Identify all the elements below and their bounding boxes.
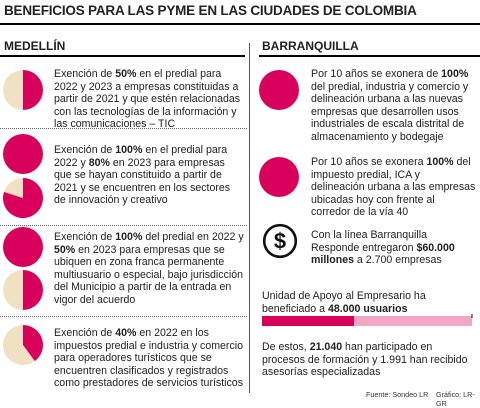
- pie-slice: [23, 70, 43, 110]
- text-run: Exención de: [54, 68, 116, 80]
- highlight-value: 100%: [115, 231, 143, 243]
- medellin-item-1-text: Exención de 50% en el predial para 2022 …: [54, 68, 244, 131]
- pie-slice: [2, 325, 35, 365]
- svg-text:$: $: [274, 229, 286, 254]
- pie-slice: [23, 325, 43, 362]
- text-run: a 2.700 empresas: [353, 254, 442, 267]
- pie-medellin-6: [2, 325, 43, 365]
- page-title: BENEFICIOS PARA LAS PYME EN LAS CIUDADES…: [4, 3, 417, 18]
- text-run: en el predial para 2022 y 2023 a empresa…: [54, 68, 241, 131]
- pie-slice: [23, 270, 43, 310]
- highlight-value: 80%: [88, 156, 110, 169]
- medellin-item-4-text: Exención de 40% en 2022 en los impuestos…: [54, 327, 244, 390]
- text-run: Exención de: [54, 327, 116, 339]
- text-run: en 2023 para empresas que se hayan const…: [54, 156, 231, 207]
- beneficiaries-bar: [262, 314, 473, 326]
- pie-slice: [259, 157, 299, 197]
- medellin-item-2-text: Exención de 100% en el predial para 2022…: [54, 144, 244, 207]
- highlight-value: 21.040: [309, 341, 343, 353]
- column-divider: [249, 43, 250, 393]
- text-run: Unidad de Apoyo al Empresario ha benefic…: [262, 290, 426, 315]
- right-heading-rule: [259, 55, 480, 57]
- left-heading-rule: [0, 55, 245, 57]
- pie-slice: [3, 270, 23, 310]
- text-run: del predial, industria y comercio y deli…: [311, 80, 469, 143]
- text-run: del impuesto predial, ICA y delineación …: [311, 156, 476, 219]
- pie-slice: [259, 70, 299, 110]
- pie-barranquilla-2: [259, 157, 299, 197]
- left-heading: MEDELLÍN: [4, 39, 66, 53]
- pie-slice: [3, 227, 43, 267]
- text-run: Con la línea Barranquilla Responde entre…: [311, 229, 428, 254]
- left-separator-2: [0, 225, 247, 226]
- pie-slice: [3, 70, 23, 110]
- pie-slice: [3, 134, 43, 174]
- pie-medellin-5: [3, 270, 43, 310]
- text-run: han participado en procesos de formación…: [262, 341, 468, 379]
- trained-text: De estos, 21.040 han participado en proc…: [262, 341, 476, 379]
- highlight-value: 100%: [441, 68, 469, 80]
- text-run: Exención de: [54, 144, 116, 156]
- bar-total: [262, 316, 472, 326]
- barranquilla-item-3-text: Con la línea Barranquilla Responde entre…: [311, 229, 476, 267]
- text-run: De estos,: [262, 341, 310, 353]
- highlight-value: 40%: [115, 327, 137, 339]
- medellin-item-3-text: Exención de 100% del predial en 2022 y 5…: [54, 231, 244, 307]
- highlight-value: 100%: [426, 156, 454, 168]
- barranquilla-item-2-text: Por 10 años se exonera 100% del impuesto…: [311, 156, 476, 219]
- source-note: Fuente: Sondeo LR: [366, 390, 429, 399]
- pie-barranquilla-1: [259, 70, 299, 110]
- highlight-value: 50%: [54, 243, 76, 256]
- text-run: Por 10 años se exonera de: [311, 68, 442, 80]
- title-rule: [0, 23, 480, 25]
- pie-medellin-4: [3, 227, 43, 267]
- left-separator-1: [0, 128, 247, 129]
- pie-medellin-2: [3, 134, 43, 174]
- pie-slice: [3, 178, 23, 198]
- highlight-value: $60.000 millones: [311, 241, 455, 267]
- right-heading: BARRANQUILLA: [262, 39, 359, 53]
- text-run: del predial en 2022 y: [142, 231, 244, 243]
- pie-medellin-3: [3, 178, 44, 218]
- barranquilla-item-1-text: Por 10 años se exonera de 100% del predi…: [311, 68, 476, 144]
- text-run: en el predial para 2022 y: [54, 144, 228, 169]
- highlight-value: 100%: [115, 144, 143, 156]
- bar-trained: [262, 316, 354, 326]
- highlight-value: 50%: [115, 68, 137, 80]
- text-run: Por 10 años se exonera: [311, 156, 427, 168]
- dollar-circle-icon: $: [262, 223, 298, 259]
- left-separator-3: [0, 316, 247, 317]
- support-unit-text: Unidad de Apoyo al Empresario ha benefic…: [262, 290, 462, 315]
- highlight-value: 48.000 usuarios: [327, 302, 408, 315]
- text-run: en 2022 en los impuestos predial e indus…: [54, 327, 244, 390]
- text-run: en 2023 para empresas que se ubiquen en …: [54, 243, 244, 306]
- pie-medellin-1: [3, 70, 43, 110]
- credit-note: Gráfico: LR-GR: [436, 390, 475, 408]
- text-run: Exención de: [54, 231, 116, 243]
